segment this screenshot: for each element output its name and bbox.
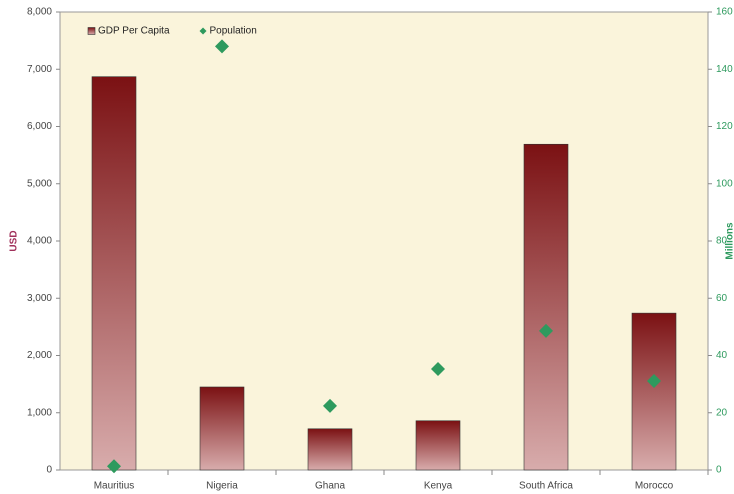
y-tick-label: 0 — [46, 465, 52, 476]
bar — [415, 420, 461, 471]
y-tick-label: 3,000 — [27, 293, 52, 304]
x-tick-label: South Africa — [519, 481, 573, 492]
point — [647, 373, 661, 388]
y2-tick-label: 40 — [716, 350, 728, 361]
x-tick-label: Kenya — [424, 481, 453, 492]
y-tick-label: 8,000 — [27, 7, 52, 18]
y2-axis-label: Millions — [725, 222, 734, 260]
y2-tick-label: 140 — [716, 64, 733, 75]
x-tick-label: Mauritius — [94, 481, 135, 492]
legend-swatch — [87, 27, 96, 35]
y-tick-label: 6,000 — [27, 121, 52, 132]
y-axis-label: USD — [9, 230, 20, 251]
y-tick-label: 7,000 — [27, 64, 52, 75]
x-tick-label: Ghana — [315, 481, 345, 492]
y-tick-label: 2,000 — [27, 350, 52, 361]
y2-tick-label: 60 — [716, 293, 728, 304]
point — [539, 323, 553, 338]
x-tick-label: Nigeria — [206, 481, 238, 492]
point — [215, 39, 229, 54]
x-tick-label: Morocco — [635, 481, 674, 492]
bar — [307, 428, 353, 471]
plot-area — [59, 11, 709, 471]
point — [431, 361, 445, 376]
point — [107, 459, 121, 474]
y-tick-label: 1,000 — [27, 407, 52, 418]
y2-tick-label: 80 — [716, 236, 728, 247]
legend-label: Population — [210, 26, 257, 37]
bar — [91, 76, 137, 471]
y2-tick-label: 0 — [716, 465, 722, 476]
legend-label: GDP Per Capita — [98, 26, 170, 37]
y2-tick-label: 160 — [716, 7, 733, 18]
y2-tick-label: 100 — [716, 178, 733, 189]
y2-tick-label: 120 — [716, 121, 733, 132]
y2-tick-label: 20 — [716, 407, 728, 418]
y-tick-label: 5,000 — [27, 178, 52, 189]
point — [323, 398, 337, 413]
bar — [199, 386, 245, 471]
legend-swatch — [199, 27, 207, 35]
y-tick-label: 4,000 — [27, 236, 52, 247]
bar — [523, 143, 569, 471]
bar — [631, 312, 677, 471]
